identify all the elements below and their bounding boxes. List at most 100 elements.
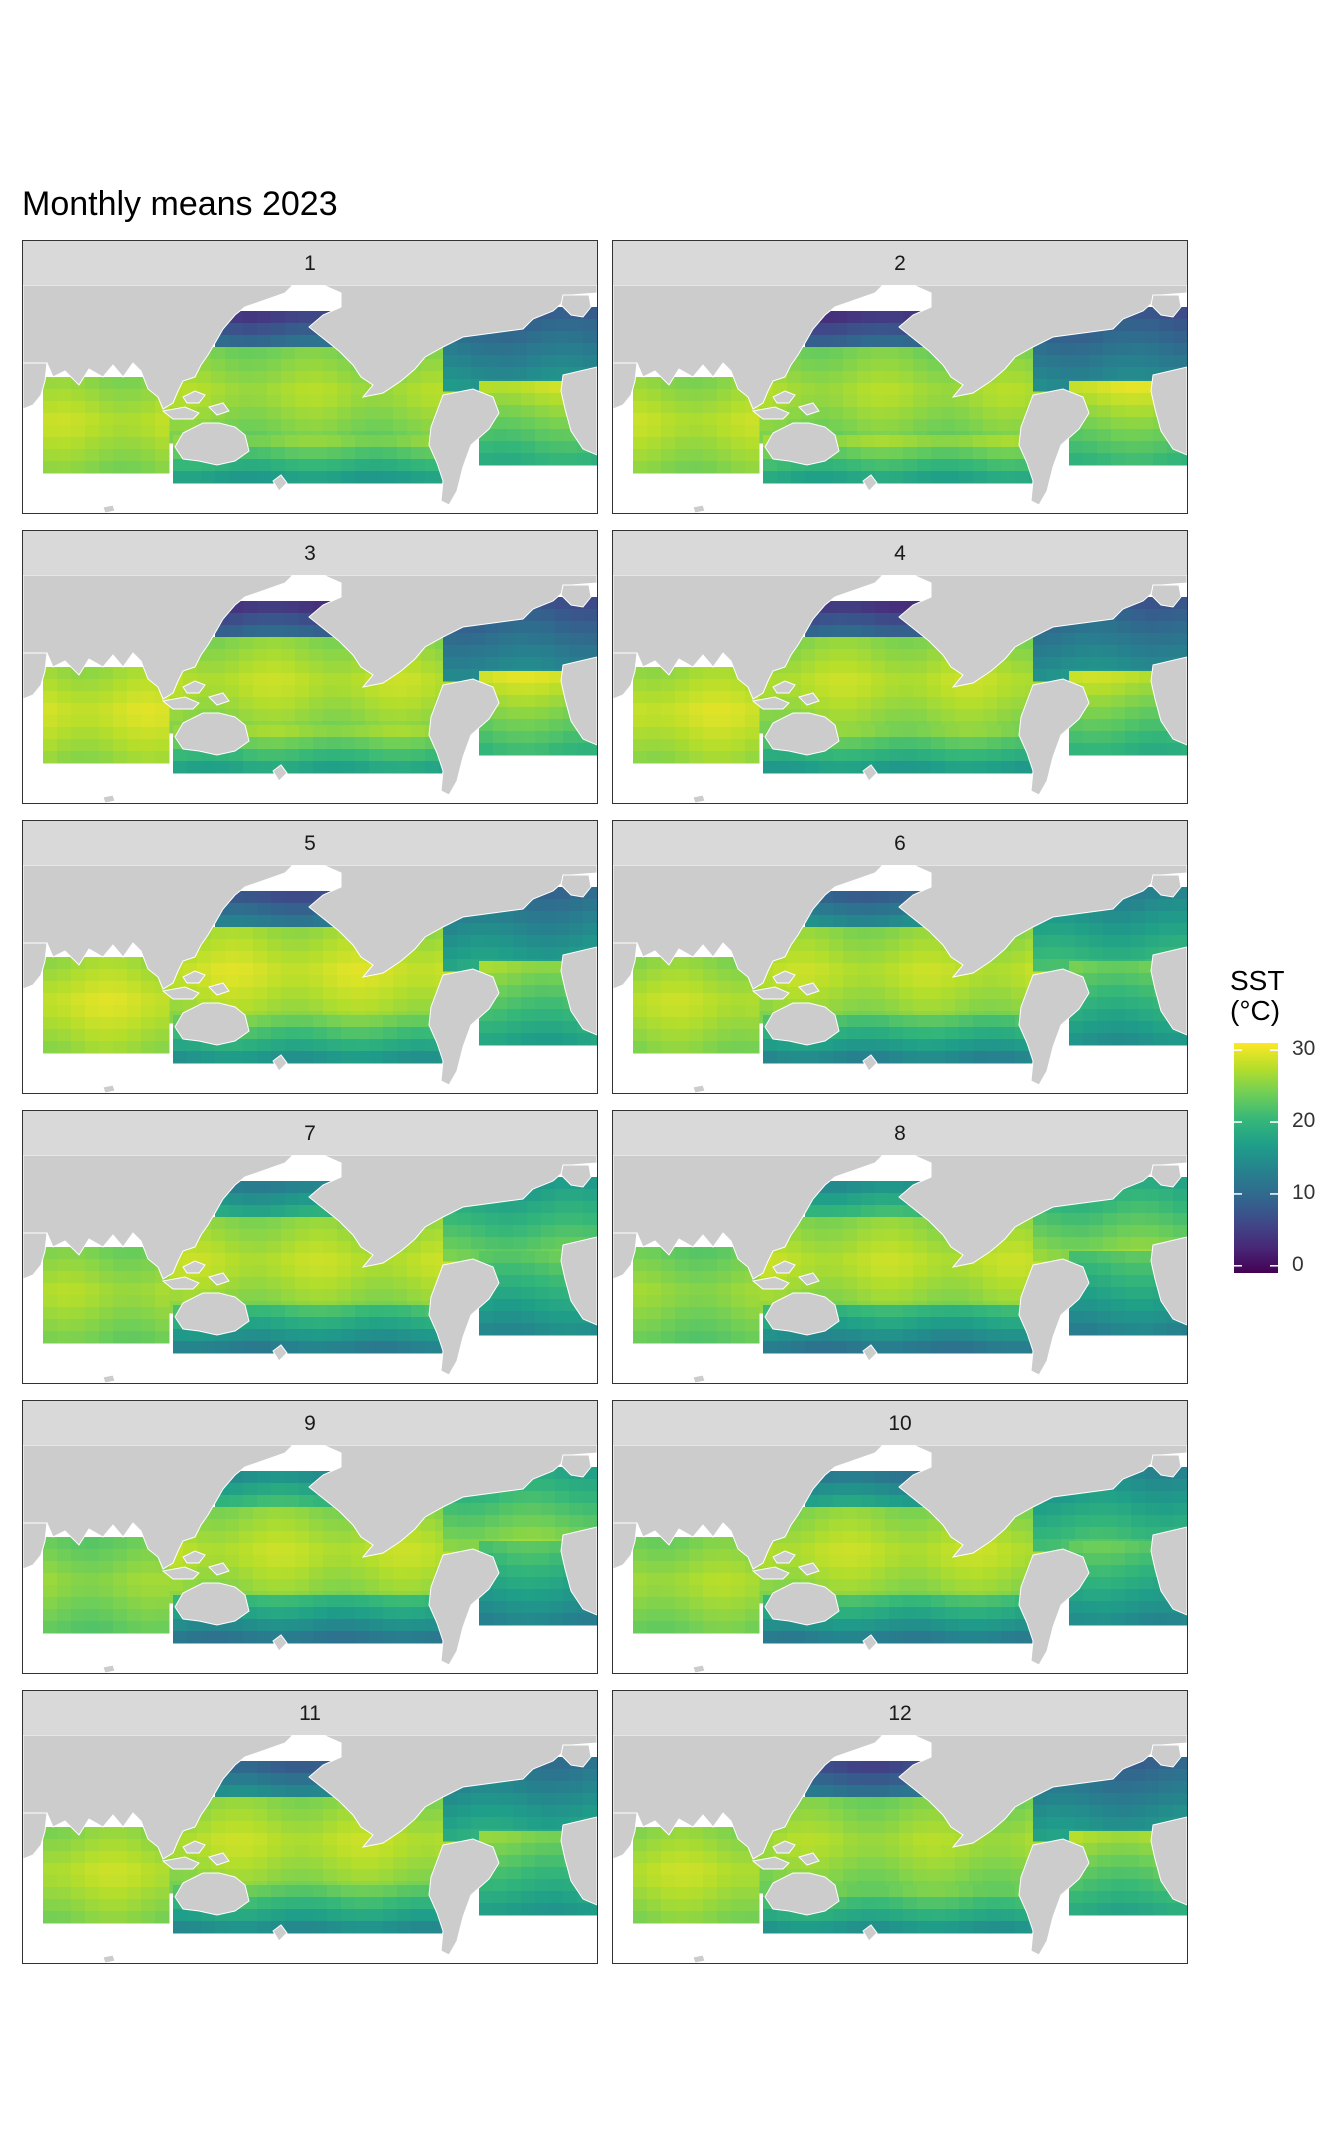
sst-cell [689,667,704,680]
sst-cell [829,359,844,372]
sst-cell [1001,1051,1016,1064]
sst-cell [527,935,542,948]
sst-cell [591,1323,597,1336]
sst-cell [535,743,550,756]
sst-cell [327,1329,342,1342]
sst-cell [647,1295,662,1308]
sst-cell [1117,1225,1132,1238]
sst-cell [337,975,352,988]
sst-cell [675,1029,690,1042]
sst-cell [987,459,1002,472]
sst-cell [541,1491,556,1504]
sst-cell [85,449,100,462]
sst-cell [295,939,310,952]
sst-cell [861,311,876,324]
sst-cell [155,703,170,716]
sst-cell [267,951,282,964]
sst-cell [973,1051,988,1064]
sst-cell [1103,1201,1118,1214]
sst-cell [583,645,597,658]
sst-cell [1139,393,1154,406]
sst-cell [1089,367,1104,380]
sst-cell [421,697,436,710]
sst-cell [1131,343,1146,356]
sst-cell [383,761,398,774]
sst-cell [717,413,732,426]
sst-cell [85,981,100,994]
sst-cell [987,761,1002,774]
sst-cell [1047,1515,1062,1528]
sst-cell [369,1341,384,1354]
sst-cell [267,1241,282,1254]
sst-cell [267,1507,282,1520]
sst-cell [99,993,114,1006]
sst-cell [327,1039,342,1052]
sst-cell [801,1519,816,1532]
sst-cell [127,751,142,764]
sst-cell [801,951,816,964]
sst-cell [421,1543,436,1556]
sst-cell [43,461,58,474]
sst-cell [647,1259,662,1272]
sst-cell [535,453,550,466]
sst-cell [493,441,508,454]
sst-cell [689,691,704,704]
sst-cell [1103,1225,1118,1238]
sst-cell [829,697,844,710]
sst-cell [127,1609,142,1622]
sst-cell [173,1039,188,1052]
sst-cell [43,1609,58,1622]
sst-cell [819,459,834,472]
sst-cell [43,1561,58,1574]
sst-cell [253,987,268,1000]
sst-cell [43,993,58,1006]
sst-cell [43,679,58,692]
sst-cell [351,1289,366,1302]
sst-cell [829,1217,844,1230]
sst-cell [507,1033,522,1046]
land-shape [272,1344,288,1362]
sst-cell [945,725,960,738]
sst-cell [829,1241,844,1254]
sst-cell [1047,959,1062,972]
sst-cell [661,1017,676,1030]
sst-cell [243,471,258,484]
sst-cell [521,1577,536,1590]
sst-cell [99,1549,114,1562]
sst-cell [229,1205,244,1218]
sst-cell [555,343,570,356]
sst-cell [959,1051,974,1064]
sst-cell [689,413,704,426]
sst-cell [285,1027,300,1040]
sst-cell [745,425,760,438]
sst-cell [365,395,380,408]
sst-cell [257,891,272,904]
sst-cell [549,985,564,998]
sst-cell [513,1491,528,1504]
sst-cell [843,951,858,964]
sst-cell [267,685,282,698]
sst-cell [927,963,942,976]
sst-cell [1145,911,1160,924]
land-shape [1150,294,1182,318]
sst-cell [479,1541,494,1554]
land-shape [23,285,294,410]
sst-cell [885,395,900,408]
sst-cell [141,1597,156,1610]
sst-cell [703,1259,718,1272]
sst-cell [457,923,472,936]
sst-cell [871,1241,886,1254]
sst-cell [555,899,570,912]
sst-cell [341,1039,356,1052]
sst-cell [215,1495,230,1508]
sst-cell [633,1319,648,1332]
sst-cell [379,1555,394,1568]
sst-cell [889,1619,904,1632]
sst-cell [647,1005,662,1018]
sst-cell [369,1631,384,1644]
land-shape [182,1260,206,1274]
sst-cell [1069,381,1084,394]
sst-cell [225,951,240,964]
sst-cell [941,1253,956,1266]
sst-cell [843,987,858,1000]
